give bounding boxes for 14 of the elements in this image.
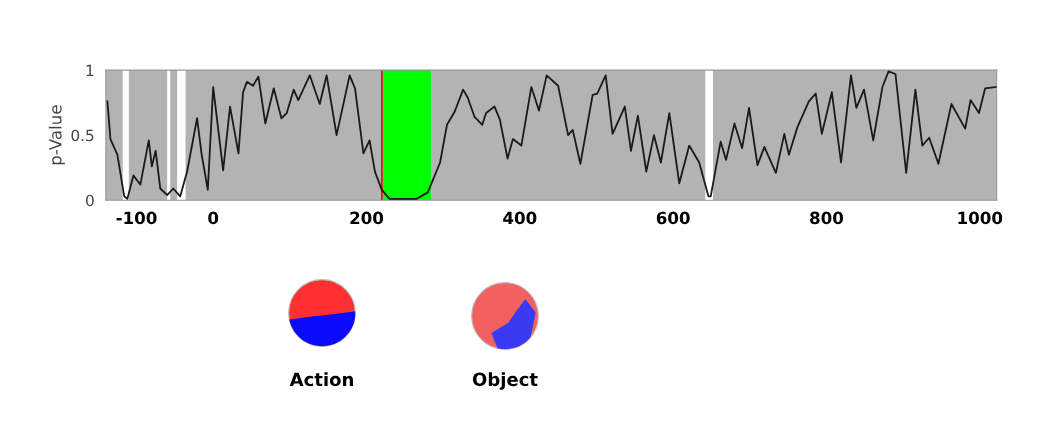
x-tick-label: 200 — [350, 211, 384, 225]
x-tick-label: 600 — [656, 211, 690, 225]
y-axis-title: p-Value — [48, 105, 65, 165]
text: Action — [289, 372, 353, 387]
x-tick-label: 800 — [810, 211, 844, 225]
x-tick-label: -100 — [116, 211, 157, 225]
text: Object — [472, 372, 538, 390]
x-tick-label: 400 — [503, 211, 537, 225]
y-tick-label: 0 — [86, 194, 94, 207]
line-series — [106, 70, 997, 200]
y-tick-label: 1 — [86, 64, 94, 76]
x-tick-label: 0 — [208, 211, 219, 225]
x-tick-label: 1000 — [958, 211, 1003, 225]
y-tick-label: 0.5 — [71, 129, 94, 142]
